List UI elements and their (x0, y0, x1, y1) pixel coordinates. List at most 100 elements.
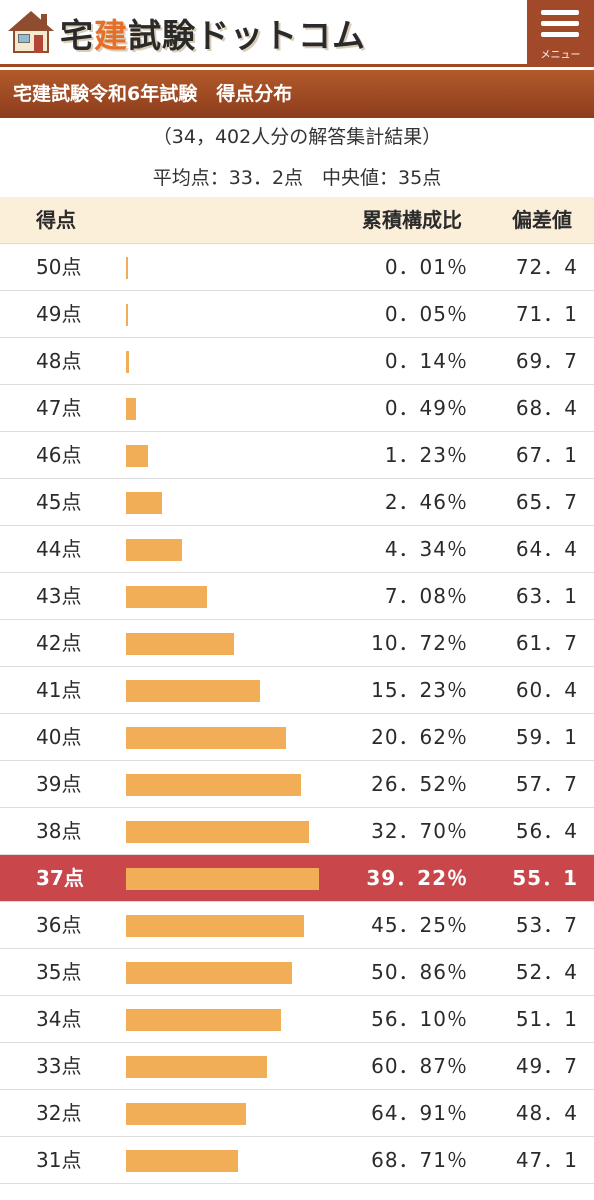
score-cell: 47点 (36, 396, 82, 420)
cumulative-ratio-cell: 4．34％ (384, 537, 468, 561)
deviation-cell: 68．4 (515, 396, 578, 420)
table-row: 47点 0．49％ 68．4 (0, 385, 594, 432)
score-cell: 34点 (36, 1007, 82, 1031)
table-row: 33点 60．87％ 49．7 (0, 1043, 594, 1090)
distribution-bar (126, 586, 207, 608)
deviation-cell: 57．7 (515, 772, 578, 796)
deviation-cell: 48．4 (515, 1101, 578, 1125)
distribution-bar (126, 821, 309, 843)
table-row: 43点 7．08％ 63．1 (0, 573, 594, 620)
distribution-bar (126, 351, 129, 373)
score-cell: 45点 (36, 490, 82, 514)
header-score: 得点 (36, 208, 76, 232)
distribution-bar (126, 1103, 246, 1125)
distribution-bar (126, 398, 136, 420)
distribution-bar (126, 774, 301, 796)
average-median-stats: 平均点：33．2点 中央値：35点 (152, 167, 442, 189)
score-cell: 39点 (36, 772, 82, 796)
score-cell: 32点 (36, 1101, 82, 1125)
distribution-bar (126, 680, 260, 702)
site-header: 宅建試験ドットコム メニュー (0, 0, 594, 67)
table-row: 35点 50．86％ 52．4 (0, 949, 594, 996)
table-row: 49点 0．05％ 71．1 (0, 291, 594, 338)
menu-label: メニュー (540, 50, 581, 61)
cumulative-ratio-cell: 0．01％ (384, 255, 468, 279)
distribution-bar (126, 445, 148, 467)
distribution-bar (126, 1009, 281, 1031)
cumulative-ratio-cell: 1．23％ (384, 443, 468, 467)
hamburger-icon (541, 10, 579, 43)
page-title: 宅建試験令和6年試験 得点分布 (0, 70, 594, 118)
deviation-cell: 59．1 (515, 725, 578, 749)
cumulative-ratio-cell: 39．22％ (366, 866, 468, 890)
cumulative-ratio-cell: 56．10％ (371, 1007, 468, 1031)
deviation-cell: 64．4 (515, 537, 578, 561)
table-row: 39点 26．52％ 57．7 (0, 761, 594, 808)
table-row: 50点 0．01％ 72．4 (0, 244, 594, 291)
deviation-cell: 56．4 (515, 819, 578, 843)
cumulative-ratio-cell: 7．08％ (384, 584, 468, 608)
score-cell: 37点 (36, 866, 84, 890)
deviation-cell: 71．1 (515, 302, 578, 326)
cumulative-ratio-cell: 0．14％ (384, 349, 468, 373)
score-cell: 41点 (36, 678, 82, 702)
respondents-note: （34，402人分の解答集計結果） (152, 126, 442, 148)
deviation-cell: 69．7 (515, 349, 578, 373)
cumulative-ratio-cell: 68．71％ (371, 1148, 468, 1172)
cumulative-ratio-cell: 26．52％ (371, 772, 468, 796)
score-distribution-table: 得点 累積構成比 偏差値 50点 0．01％ 72．4 49点 0．05％ 71．1 48点… (0, 197, 594, 1184)
distribution-bar (126, 539, 182, 561)
cumulative-ratio-cell: 10．72％ (371, 631, 468, 655)
site-logo[interactable]: 宅建試験ドットコム (8, 8, 366, 58)
score-cell: 48点 (36, 349, 82, 373)
cumulative-ratio-cell: 0．49％ (384, 396, 468, 420)
distribution-bar (126, 727, 286, 749)
cumulative-ratio-cell: 60．87％ (371, 1054, 468, 1078)
score-cell: 36点 (36, 913, 82, 937)
deviation-cell: 55．1 (512, 866, 578, 890)
table-row: 32点 64．91％ 48．4 (0, 1090, 594, 1137)
header-cumulative-ratio: 累積構成比 (362, 208, 462, 232)
table-row: 45点 2．46％ 65．7 (0, 479, 594, 526)
deviation-cell: 67．1 (515, 443, 578, 467)
score-cell: 42点 (36, 631, 82, 655)
deviation-cell: 60．4 (515, 678, 578, 702)
deviation-cell: 72．4 (515, 255, 578, 279)
table-row: 40点 20．62％ 59．1 (0, 714, 594, 761)
table-row: 46点 1．23％ 67．1 (0, 432, 594, 479)
house-icon (8, 11, 54, 55)
cumulative-ratio-cell: 2．46％ (384, 490, 468, 514)
table-row: 31点 68．71％ 47．1 (0, 1137, 594, 1184)
menu-button[interactable]: メニュー (527, 0, 594, 67)
cumulative-ratio-cell: 0．05％ (384, 302, 468, 326)
distribution-bar (126, 915, 304, 937)
distribution-bar (126, 492, 162, 514)
table-row: 38点 32．70％ 56．4 (0, 808, 594, 855)
table-row: 42点 10．72％ 61．7 (0, 620, 594, 667)
score-cell: 44点 (36, 537, 82, 561)
deviation-cell: 52．4 (515, 960, 578, 984)
cumulative-ratio-cell: 45．25％ (371, 913, 468, 937)
table-header: 得点 累積構成比 偏差値 (0, 197, 594, 244)
cumulative-ratio-cell: 20．62％ (371, 725, 468, 749)
score-cell: 43点 (36, 584, 82, 608)
score-cell: 46点 (36, 443, 82, 467)
cumulative-ratio-cell: 32．70％ (371, 819, 468, 843)
score-cell: 38点 (36, 819, 82, 843)
table-row: 36点 45．25％ 53．7 (0, 902, 594, 949)
distribution-bar (126, 962, 292, 984)
deviation-cell: 63．1 (515, 584, 578, 608)
table-row: 48点 0．14％ 69．7 (0, 338, 594, 385)
table-body: 50点 0．01％ 72．4 49点 0．05％ 71．1 48点 0．14％ 69．7 47点 0… (0, 244, 594, 1184)
deviation-cell: 47．1 (515, 1148, 578, 1172)
distribution-bar (126, 304, 128, 326)
logo-text: 宅建試験ドットコム (60, 16, 366, 55)
table-row: 34点 56．10％ 51．1 (0, 996, 594, 1043)
distribution-bar (126, 868, 319, 890)
cumulative-ratio-cell: 64．91％ (371, 1101, 468, 1125)
deviation-cell: 53．7 (515, 913, 578, 937)
deviation-cell: 61．7 (515, 631, 578, 655)
score-cell: 49点 (36, 302, 82, 326)
deviation-cell: 51．1 (515, 1007, 578, 1031)
score-cell: 33点 (36, 1054, 82, 1078)
